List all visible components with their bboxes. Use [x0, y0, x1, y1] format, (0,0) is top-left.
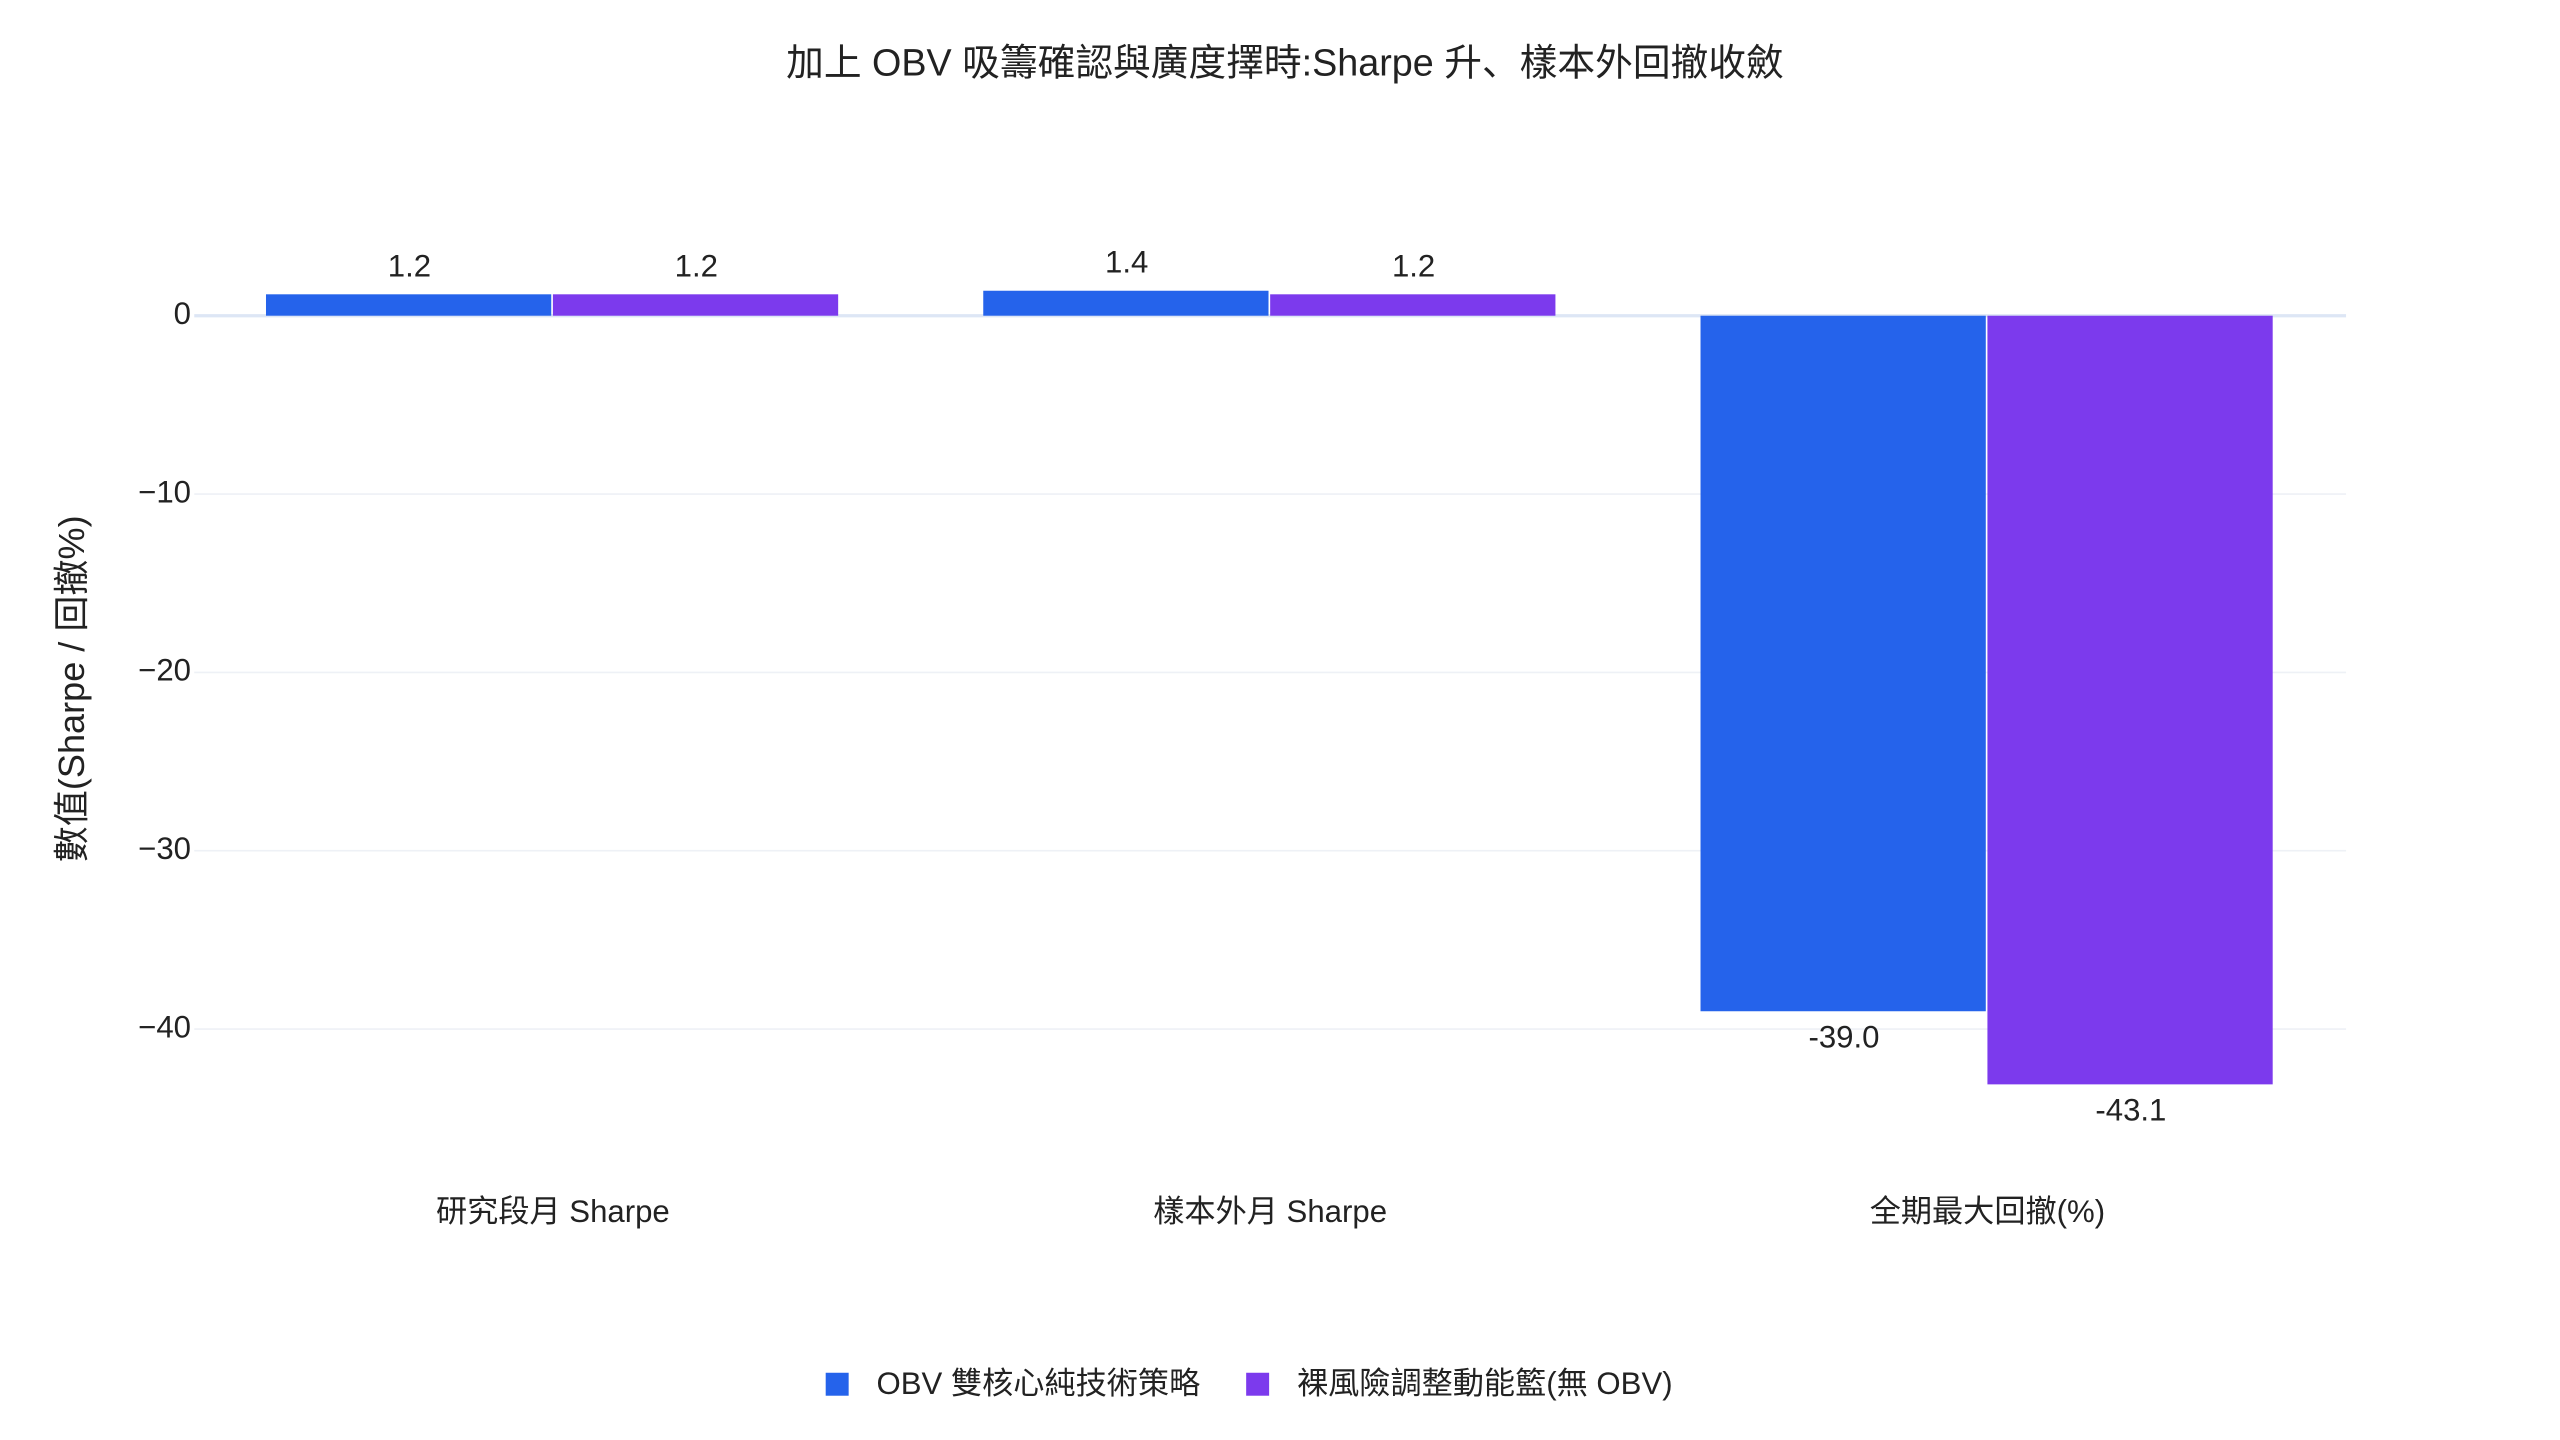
y-axis-title: 數值(Sharpe / 回撤%): [51, 515, 92, 862]
x-tick-label: 樣本外月 Sharpe: [1153, 1194, 1387, 1229]
x-tick-label: 全期最大回撤(%): [1870, 1194, 2105, 1229]
legend-swatch: [825, 1372, 849, 1396]
y-tick-label: −30: [138, 831, 191, 866]
value-label: 1.2: [1392, 248, 1435, 283]
legend-label: OBV 雙核心純技術策略: [877, 1366, 1201, 1401]
value-label: 1.4: [1105, 245, 1148, 280]
bar: [983, 290, 1269, 316]
bar: [1987, 315, 2273, 1085]
value-label: -43.1: [2095, 1092, 2166, 1127]
bar: [1270, 294, 1556, 316]
y-tick-label: −10: [138, 474, 191, 509]
value-label: -39.0: [1808, 1019, 1879, 1054]
bar: [1700, 315, 1986, 1012]
chart-title: 加上 OBV 吸籌確認與廣度擇時:Sharpe 升、樣本外回撤收斂: [786, 42, 1784, 84]
value-label: 1.2: [675, 248, 718, 283]
y-tick-label: 0: [174, 296, 191, 331]
y-tick-label: −40: [138, 1009, 191, 1044]
y-tick-label: −20: [138, 653, 191, 688]
bar: [265, 294, 552, 316]
legend-label: 裸風險調整動能籃(無 OBV): [1297, 1366, 1673, 1401]
legend-swatch: [1246, 1372, 1270, 1396]
bar: [552, 294, 839, 316]
x-tick-label: 研究段月 Sharpe: [436, 1194, 670, 1229]
value-label: 1.2: [388, 248, 431, 283]
